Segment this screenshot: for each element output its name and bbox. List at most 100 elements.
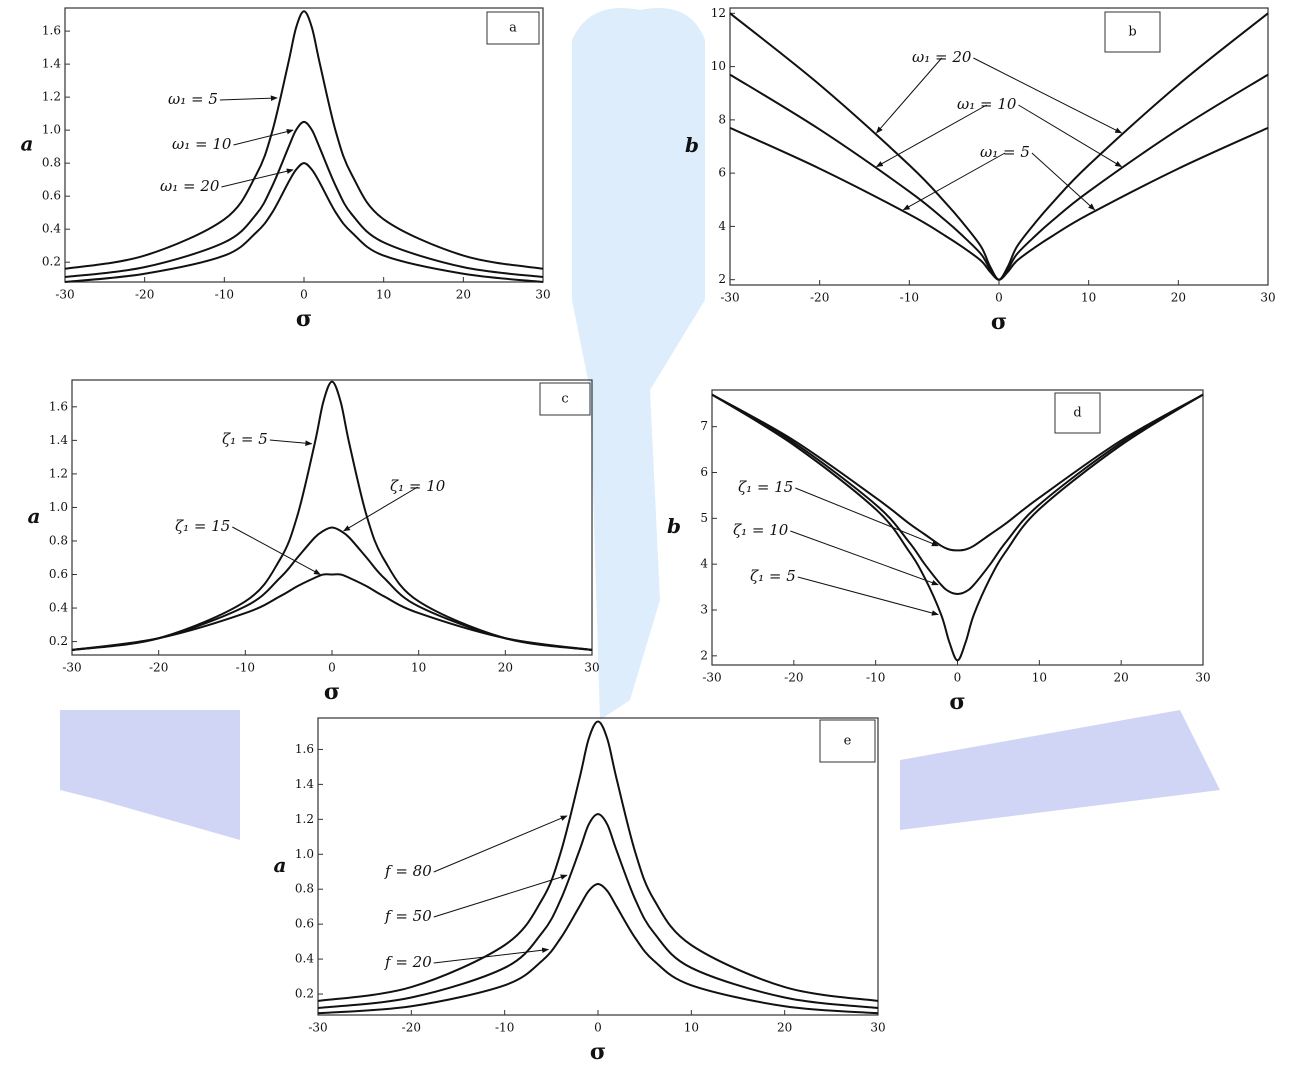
x-tick-label: 0 <box>594 1021 602 1035</box>
arrow <box>269 439 313 446</box>
panel-label-box <box>486 11 540 45</box>
y-tick-label: 1.2 <box>49 466 68 480</box>
curve-label: ω₁ = 20 <box>160 177 220 195</box>
arrow <box>790 530 939 586</box>
curve-label: ω₁ = 5 <box>168 90 218 108</box>
arrow <box>343 486 418 532</box>
x-tick-label: -20 <box>784 671 803 685</box>
x-tick-label: 30 <box>1195 671 1210 685</box>
x-tick-label: -10 <box>495 1021 514 1035</box>
panel: -30 -20 -10 0 10 20 30 2 4 6 8 10 12 σ b b ω₁ = 20 ω₁ = 1… <box>685 6 1276 335</box>
x-tick-label: -30 <box>55 288 74 302</box>
x-tick-label: 30 <box>870 1021 885 1035</box>
curve-label: ζ₁ = 5 <box>222 430 268 448</box>
y-tick-label: 1.0 <box>295 847 314 861</box>
y-axis-label: a <box>28 504 41 528</box>
x-tick-label: -20 <box>149 661 168 675</box>
curve-label: f = 80 <box>384 862 432 880</box>
y-tick-label: 12 <box>711 6 726 20</box>
curve <box>64 10 544 270</box>
x-tick-label: 20 <box>498 661 513 675</box>
arrow <box>219 95 278 101</box>
panel-label: c <box>561 392 568 407</box>
panel-label: e <box>844 734 852 749</box>
y-tick-label: 0.4 <box>42 222 61 236</box>
x-tick-label: 20 <box>456 288 471 302</box>
panel-label: d <box>1073 406 1081 421</box>
y-tick-label: 0.6 <box>295 917 314 931</box>
arrow <box>797 576 939 616</box>
y-tick-label: 0.6 <box>42 189 61 203</box>
arrow <box>433 947 550 964</box>
y-tick-label: 4 <box>718 219 726 233</box>
x-tick-label: -20 <box>135 288 154 302</box>
x-tick-label: -10 <box>900 291 919 305</box>
plot-frame <box>64 7 544 283</box>
curve <box>711 393 1204 662</box>
x-tick-label: 30 <box>535 288 550 302</box>
arrow <box>233 128 294 146</box>
x-tick-label: 20 <box>777 1021 792 1035</box>
x-tick-label: -20 <box>402 1021 421 1035</box>
curve <box>729 126 1269 281</box>
y-tick-label: 1.6 <box>49 399 68 413</box>
arrow <box>433 815 568 873</box>
curve <box>317 813 879 1010</box>
panel-label-box <box>819 719 876 763</box>
curve-label: ζ₁ = 15 <box>175 517 230 535</box>
arrow <box>876 57 943 134</box>
y-tick-label: 8 <box>718 112 726 126</box>
curve <box>64 162 544 283</box>
curve <box>71 380 593 651</box>
y-tick-label: 2 <box>718 272 726 286</box>
x-tick-label: -10 <box>866 671 885 685</box>
y-tick-label: 0.2 <box>49 634 68 648</box>
curve <box>71 526 593 651</box>
arrow <box>1018 104 1123 168</box>
panel: -30 -20 -10 0 10 20 30 0.2 0.4 0.6 0.8 1.0 1.2 1.4 1.6… <box>21 7 551 332</box>
arrow <box>902 152 1006 211</box>
y-tick-label: 1.4 <box>295 777 314 791</box>
y-tick-label: 1.2 <box>295 812 314 826</box>
plot-frame <box>71 379 593 656</box>
y-tick-label: 0.4 <box>49 601 68 615</box>
panel-label: b <box>1128 25 1136 40</box>
arrow <box>1031 152 1096 211</box>
panel-label-box <box>1104 11 1161 53</box>
y-tick-label: 0.8 <box>295 882 314 896</box>
curve <box>317 720 879 1003</box>
curve-label: ω₁ = 10 <box>172 135 232 153</box>
curve <box>711 393 1204 595</box>
y-tick-label: 5 <box>700 511 708 525</box>
arrow <box>795 487 939 547</box>
x-tick-label: 0 <box>328 661 336 675</box>
panel: -30 -20 -10 0 10 20 30 2 3 4 5 6 7 σ b d ζ₁ = 15 ζ₁ = 10 ζ… <box>667 389 1211 715</box>
y-tick-label: 0.6 <box>49 567 68 581</box>
y-tick-label: 4 <box>700 557 708 571</box>
x-tick-label: 20 <box>1114 671 1129 685</box>
x-tick-label: 10 <box>411 661 426 675</box>
curve <box>71 573 593 651</box>
arrow <box>433 874 568 918</box>
arrow <box>973 57 1123 134</box>
curve <box>64 120 544 279</box>
x-axis-label: σ <box>590 1039 606 1065</box>
y-tick-label: 0.2 <box>295 987 314 1001</box>
panel-label-box <box>1054 392 1101 434</box>
x-tick-label: 0 <box>300 288 308 302</box>
x-tick-label: -10 <box>236 661 255 675</box>
curve-label: ζ₁ = 15 <box>738 478 793 496</box>
y-tick-label: 7 <box>700 419 708 433</box>
curve-label: ζ₁ = 10 <box>390 477 446 495</box>
y-axis-label: a <box>274 853 287 877</box>
arrow <box>875 104 987 168</box>
y-tick-label: 1.6 <box>295 742 314 756</box>
y-tick-label: 1.4 <box>42 57 61 71</box>
arrow <box>232 526 321 575</box>
x-tick-label: 10 <box>684 1021 699 1035</box>
x-tick-label: -10 <box>215 288 234 302</box>
y-tick-label: 0.8 <box>42 156 61 170</box>
y-tick-label: 2 <box>700 648 708 662</box>
x-tick-label: 0 <box>995 291 1003 305</box>
